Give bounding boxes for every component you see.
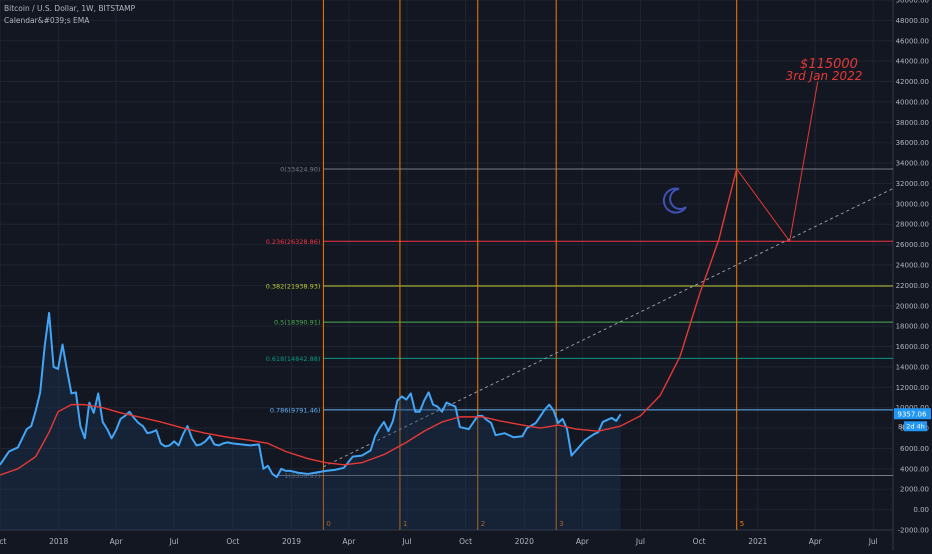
x-tick-label: 2020 bbox=[515, 537, 534, 546]
fib-level-label: 0(33424.90) bbox=[280, 165, 320, 173]
x-tick-label: Apr bbox=[576, 537, 590, 546]
y-tick-label: -2000.00 bbox=[898, 527, 929, 535]
annotation-price: $115000 bbox=[800, 57, 858, 72]
y-tick-label: 46000.00 bbox=[896, 37, 929, 45]
y-tick-label: 32000.00 bbox=[896, 180, 929, 188]
cycle-line-label: 5 bbox=[740, 520, 744, 528]
fib-level-label: 0.618(14842.88) bbox=[266, 355, 321, 363]
y-tick-label: 4000.00 bbox=[900, 465, 929, 473]
crescent-moon-icon bbox=[662, 187, 687, 214]
annotation-date: 3rd Jan 2022 bbox=[786, 69, 863, 83]
x-tick-label: Jul bbox=[868, 537, 878, 546]
y-tick-label: 2000.00 bbox=[900, 486, 929, 494]
y-tick-label: 22000.00 bbox=[896, 282, 929, 290]
y-tick-label: 38000.00 bbox=[896, 119, 929, 127]
x-tick-label: Jul bbox=[169, 537, 179, 546]
fib-level-label: 0.786(9791.46) bbox=[270, 406, 321, 414]
y-tick-label: 20000.00 bbox=[896, 302, 929, 310]
trendline bbox=[323, 188, 894, 468]
cycle-line-label: 1 bbox=[403, 520, 407, 528]
last-price-label: 9357.06 bbox=[898, 411, 927, 419]
fib-level-label: 0.382(21938.93) bbox=[266, 283, 321, 291]
y-tick-label: 12000.00 bbox=[896, 384, 929, 392]
y-tick-label: 26000.00 bbox=[896, 241, 929, 249]
y-tick-label: 10000.00 bbox=[896, 404, 929, 412]
ema-line bbox=[0, 168, 738, 476]
x-tick-label: 2018 bbox=[49, 537, 68, 546]
cycle-line-label: 2 bbox=[481, 520, 485, 528]
price-line bbox=[0, 311, 622, 478]
cycle-line-label: 0 bbox=[326, 520, 330, 528]
y-tick-label: 6000.00 bbox=[900, 445, 929, 453]
symbol-title[interactable]: Bitcoin / U.S. Dollar, 1W, BITSTAMP bbox=[4, 4, 136, 13]
y-tick-label: 24000.00 bbox=[896, 262, 929, 270]
x-tick-label: Jul bbox=[401, 537, 411, 546]
x-tick-label: Jul bbox=[635, 537, 645, 546]
y-tick-label: 28000.00 bbox=[896, 221, 929, 229]
x-tick-label: Oct bbox=[459, 537, 472, 546]
y-tick-label: 42000.00 bbox=[896, 78, 929, 86]
cycle-line-label: 3 bbox=[559, 520, 563, 528]
y-tick-label: 16000.00 bbox=[896, 343, 929, 351]
y-tick-label: 50000.00 bbox=[896, 0, 929, 5]
x-tick-label: Oct bbox=[226, 537, 239, 546]
price-area bbox=[0, 312, 621, 530]
x-tick-label: 2019 bbox=[282, 537, 301, 546]
y-tick-label: 34000.00 bbox=[896, 160, 929, 168]
x-tick-label: Apr bbox=[342, 537, 356, 546]
y-tick-label: 36000.00 bbox=[896, 139, 929, 147]
x-tick-label: Oct bbox=[693, 537, 706, 546]
projection-path bbox=[736, 81, 819, 243]
y-tick-label: 0.00 bbox=[913, 506, 929, 514]
y-tick-label: 14000.00 bbox=[896, 363, 929, 371]
y-tick-label: 48000.00 bbox=[896, 17, 929, 25]
y-tick-label: 18000.00 bbox=[896, 323, 929, 331]
y-tick-label: 40000.00 bbox=[896, 98, 929, 106]
fib-level-label: 1(3350.97) bbox=[284, 472, 320, 480]
x-tick-label: Apr bbox=[110, 537, 124, 546]
y-tick-label: 30000.00 bbox=[896, 200, 929, 208]
fib-level-label: 0.5(18390.91) bbox=[274, 319, 320, 327]
fib-level-label: 0.236(26328.86) bbox=[266, 238, 321, 246]
indicator-legend[interactable]: Calendar&#039;s EMA bbox=[4, 16, 90, 25]
countdown-label: 2d 4h bbox=[906, 423, 925, 431]
x-tick-label: Apr bbox=[809, 537, 823, 546]
countdown-box bbox=[904, 421, 927, 432]
last-price-box bbox=[894, 408, 931, 420]
partial-axis-label: 80 bbox=[898, 423, 907, 431]
x-tick-label: Oct bbox=[0, 537, 7, 546]
x-tick-label: 2021 bbox=[748, 537, 767, 546]
y-tick-label: 44000.00 bbox=[896, 58, 929, 66]
